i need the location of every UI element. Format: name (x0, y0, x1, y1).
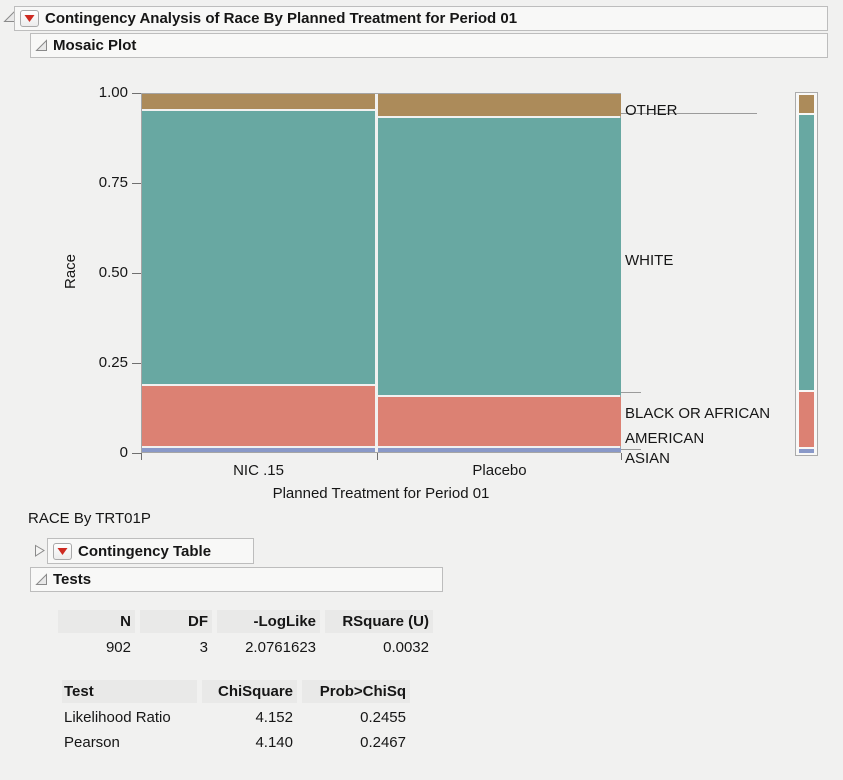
x-category-label: Placebo (472, 462, 527, 479)
contingency-table-title: Contingency Table (78, 542, 212, 560)
tests-cell: 4.140 (255, 734, 293, 751)
tests-cell: Pearson (64, 734, 120, 751)
summary-header-cell: RSquare (U) (325, 610, 433, 633)
summary-cell: 3 (199, 639, 208, 656)
y-category-label: WHITE (625, 252, 674, 269)
tests-row: Likelihood Ratio 4.152 0.2455 (62, 706, 410, 729)
y-axis-tick (132, 273, 141, 274)
mosaic-cell-placebo-other[interactable] (378, 94, 621, 117)
leader-line-black (621, 392, 641, 393)
summary-cell: 902 (105, 639, 131, 656)
mosaic-cell-nic-15-black-or-african-american[interactable] (142, 385, 375, 446)
tests-cell: 0.2467 (360, 734, 406, 751)
y-category-label: ASIAN (625, 450, 671, 467)
y-axis-tick (132, 453, 141, 454)
mosaic-cell-nic-15-other[interactable] (142, 94, 375, 109)
tests-cell: 0.2455 (360, 709, 406, 726)
leader-line-asian (621, 449, 641, 450)
mosaic-plot-title: Mosaic Plot (53, 37, 137, 54)
red-triangle-menu[interactable] (20, 10, 39, 27)
analysis-subtitle: RACE By TRT01P (28, 510, 151, 527)
y-tick-label: 0.50 (98, 264, 128, 281)
tests-header-cell: Test (62, 680, 197, 703)
mosaic-plot-header: Mosaic Plot (30, 33, 828, 58)
red-triangle-icon (24, 15, 35, 22)
y-axis-tick (132, 363, 141, 364)
red-triangle-icon (57, 547, 68, 555)
collapsed-disclosure-triangle[interactable] (33, 544, 46, 557)
x-category-label: NIC .15 (233, 462, 284, 479)
contingency-table-header: Contingency Table (47, 538, 254, 564)
mosaic-cell-placebo-white[interactable] (378, 118, 621, 396)
legend-swatch-black-or-african-american[interactable] (799, 392, 814, 447)
main-report-title: Contingency Analysis of Race By Planned … (45, 10, 518, 27)
mosaic-plot: 1.00 0.75 0.50 0.25 0 NIC .15 Placebo OTHER WHIT… (0, 58, 843, 508)
mosaic-cell-placebo-black-or-african-american[interactable] (378, 397, 621, 446)
y-category-label: BLACK OR AFRICAN (625, 405, 771, 422)
summary-header-cell: -LogLike (217, 610, 320, 633)
red-triangle-menu[interactable] (53, 542, 72, 560)
open-disclosure-triangle[interactable] (35, 573, 48, 586)
tests-row: Pearson 4.140 0.2467 (62, 731, 410, 754)
x-axis-title: Planned Treatment for Period 01 (272, 485, 490, 502)
mosaic-cell-nic-15-asian[interactable] (142, 447, 375, 452)
tests-header: Tests (30, 567, 443, 592)
y-tick-label: 1.00 (98, 84, 128, 101)
summary-header-cell: N (58, 610, 135, 633)
summary-row: 902 3 2.0761623 0.0032 (58, 636, 433, 659)
tests-title: Tests (53, 571, 92, 588)
x-axis-tick (141, 453, 142, 460)
summary-cell: 0.0032 (383, 639, 429, 656)
main-report-header: Contingency Analysis of Race By Planned … (14, 6, 828, 31)
y-category-label: OTHER (625, 102, 678, 119)
tests-cell: Likelihood Ratio (64, 709, 171, 726)
tests-header-cell: ChiSquare (202, 680, 297, 703)
summary-cell: 2.0761623 (245, 639, 316, 656)
mosaic-cell-placebo-asian[interactable] (378, 447, 621, 452)
tests-cell: 4.152 (255, 709, 293, 726)
x-axis-tick (377, 453, 378, 460)
legend-swatch-other[interactable] (799, 95, 814, 113)
y-tick-label: 0.75 (98, 174, 128, 191)
mosaic-cell-nic-15-white[interactable] (142, 110, 375, 384)
summary-header-row: N DF -LogLike RSquare (U) (58, 610, 433, 633)
open-disclosure-triangle[interactable] (35, 39, 48, 52)
tests-header-cell: Prob>ChiSq (302, 680, 410, 703)
legend-swatch-white[interactable] (799, 114, 814, 390)
x-axis-tick (621, 453, 622, 460)
y-axis-tick (132, 183, 141, 184)
y-axis-tick (132, 93, 141, 94)
tests-header-row: Test ChiSquare Prob>ChiSq (62, 680, 410, 703)
y-axis-title: Race (62, 253, 80, 290)
leader-line-other (621, 113, 757, 114)
y-category-label: AMERICAN (625, 430, 705, 447)
y-tick-label: 0 (119, 444, 128, 461)
y-tick-label: 0.25 (98, 354, 128, 371)
summary-header-cell: DF (140, 610, 212, 633)
legend-swatch-asian[interactable] (799, 448, 814, 453)
